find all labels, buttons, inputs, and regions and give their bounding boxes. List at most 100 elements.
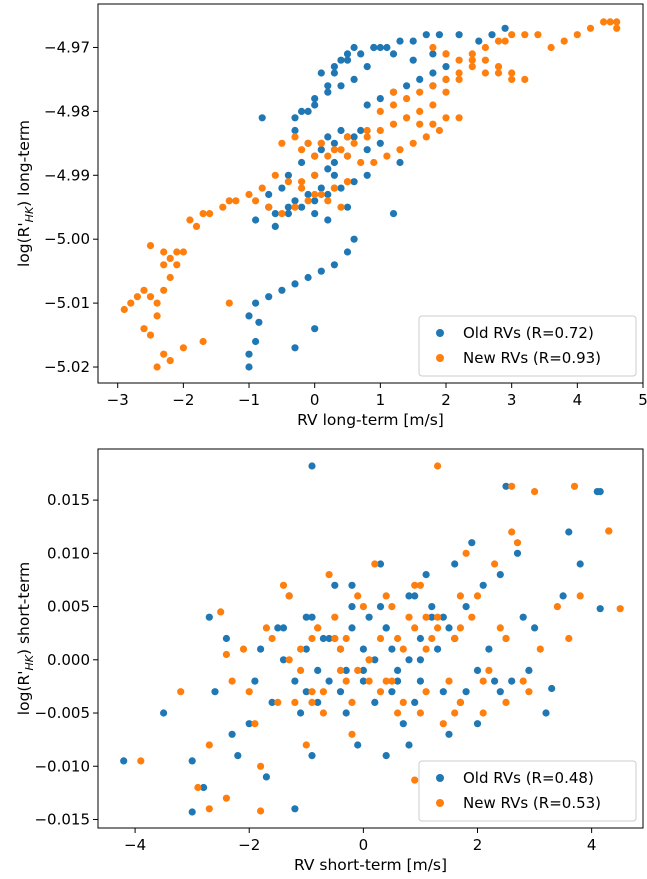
y-tick-label: −0.010 (34, 757, 90, 775)
data-point (188, 757, 196, 765)
data-point (342, 666, 350, 675)
data-point (337, 184, 345, 192)
data-point (473, 592, 482, 600)
y-tick-label: −4.99 (44, 166, 90, 184)
data-point (298, 158, 306, 167)
data-point (279, 581, 288, 589)
data-point (416, 677, 424, 685)
data-point (383, 43, 391, 52)
data-point (343, 178, 352, 186)
data-point (302, 688, 310, 696)
data-point (416, 107, 424, 115)
data-point (553, 603, 562, 611)
data-point (376, 95, 384, 103)
data-point (502, 482, 510, 490)
x-tick-label: 4 (573, 391, 583, 409)
data-point (403, 95, 411, 103)
data-point (422, 571, 430, 579)
data-point (265, 190, 273, 199)
x-tick-label: −3 (107, 391, 129, 409)
data-point (376, 126, 384, 135)
data-point (331, 634, 339, 643)
data-point (342, 677, 350, 685)
data-point (120, 757, 128, 765)
data-point (120, 305, 128, 314)
data-point (439, 613, 447, 621)
data-point (388, 677, 396, 685)
data-point (245, 720, 253, 728)
data-point (363, 126, 371, 135)
data-point (565, 634, 573, 643)
data-point (513, 549, 522, 557)
data-point (354, 666, 362, 675)
data-point (308, 698, 316, 707)
data-point (365, 677, 373, 685)
data-point (422, 688, 430, 696)
data-point (206, 210, 214, 218)
data-point (411, 698, 419, 707)
data-point (473, 666, 482, 675)
data-point (442, 88, 450, 96)
data-point (396, 158, 404, 167)
data-point (570, 482, 579, 490)
data-point (468, 613, 476, 621)
data-point (330, 69, 338, 77)
data-point (521, 75, 529, 83)
y-axis-label: log(R'HK) long-term (15, 120, 36, 267)
data-point (274, 698, 282, 707)
data-point (291, 805, 299, 813)
data-point (376, 560, 385, 568)
data-point (317, 139, 325, 147)
data-point (439, 688, 447, 696)
data-point (343, 50, 352, 58)
data-point (311, 325, 319, 333)
data-point (304, 190, 312, 199)
data-point (166, 273, 174, 282)
legend: Old RVs (R=0.48) New RVs (R=0.53) (418, 760, 637, 822)
data-point (265, 203, 273, 211)
data-point (434, 645, 442, 653)
data-point (278, 210, 286, 218)
data-point (531, 624, 539, 632)
data-point (179, 344, 187, 352)
x-tick-label: 1 (376, 391, 386, 409)
data-point (382, 592, 390, 600)
data-point (173, 248, 181, 256)
data-point (330, 146, 338, 154)
data-point (411, 776, 419, 784)
data-point (416, 75, 424, 83)
data-point (284, 171, 292, 179)
data-point (252, 337, 260, 346)
data-point (348, 698, 356, 707)
data-point (409, 37, 417, 45)
y-axis-label-subscript: HK (23, 206, 36, 222)
x-tick-label: −2 (238, 836, 260, 854)
data-point (297, 709, 305, 717)
data-point (416, 88, 424, 96)
data-point (297, 666, 305, 675)
data-point (363, 171, 371, 179)
data-point (542, 709, 550, 717)
data-point (337, 82, 345, 90)
data-point (348, 730, 356, 738)
data-point (435, 31, 443, 39)
data-point (350, 139, 358, 147)
data-point (302, 645, 310, 653)
data-point (442, 63, 450, 71)
legend-marker (436, 354, 444, 362)
data-point (302, 613, 310, 621)
data-point (405, 741, 413, 749)
data-point (382, 624, 390, 632)
data-point (502, 634, 510, 643)
data-point (311, 171, 319, 179)
data-point (140, 325, 148, 333)
data-point (434, 462, 442, 470)
data-point (279, 656, 288, 664)
data-point (389, 120, 398, 128)
data-point (278, 286, 286, 294)
y-axis-label-subscript: HK (23, 654, 36, 670)
data-point (304, 139, 312, 147)
y-tick-label: −5.01 (44, 294, 90, 312)
data-point (445, 624, 453, 632)
